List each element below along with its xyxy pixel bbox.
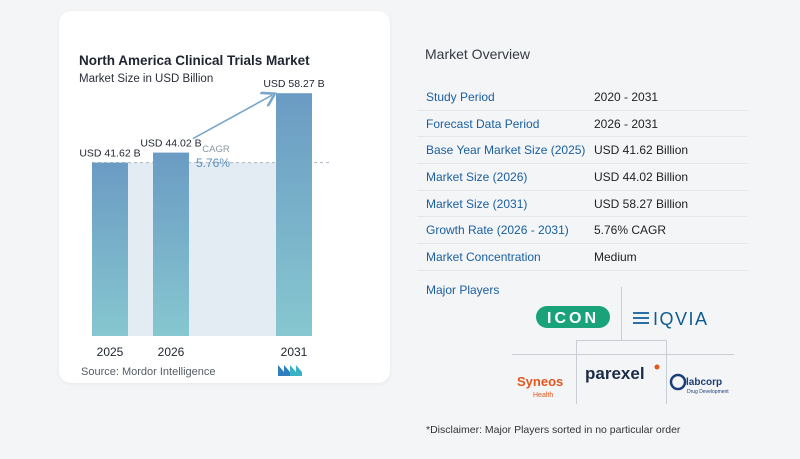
divider [621, 287, 622, 341]
market-overview-panel: Market Overview Study Period 2020 - 2031… [415, 0, 800, 459]
row-value: 5.76% CAGR [594, 223, 667, 238]
row-label: Forecast Data Period [426, 116, 540, 131]
row-value: 2026 - 2031 [594, 116, 659, 131]
table-row: Market Size (2026) USD 44.02 Billion [417, 164, 747, 191]
row-value: USD 58.27 Billion [594, 196, 689, 211]
divider [512, 354, 734, 355]
bar-2026 [153, 152, 189, 336]
chart-title: North America Clinical Trials Market [79, 53, 310, 68]
table-row: Study Period 2020 - 2031 [417, 84, 747, 111]
syneos-logo: Syneos Health [517, 374, 563, 399]
table-row: Growth Rate (2026 - 2031) 5.76% CAGR [417, 217, 747, 245]
tick-label-2026: 2026 [158, 345, 185, 359]
major-players-label: Major Players [426, 283, 500, 297]
mordor-intelligence-logo-icon [278, 365, 302, 376]
tick-label-2025: 2025 [97, 345, 124, 359]
iqvia-logo-text: IQVIA [653, 309, 709, 329]
cagr-value: 5.76% [196, 156, 230, 170]
overview-table: Study Period 2020 - 2031 Forecast Data P… [417, 84, 747, 271]
chart-card: North America Clinical Trials Market Mar… [59, 11, 390, 383]
cagr-label: CAGR [202, 144, 230, 155]
bar-2031 [276, 93, 312, 336]
table-row: Base Year Market Size (2025) USD 41.62 B… [417, 137, 747, 165]
row-value: 2020 - 2031 [594, 90, 659, 104]
bar-2025 [92, 162, 128, 336]
iqvia-logo: IQVIA [633, 309, 709, 329]
table-row: Market Concentration Medium [417, 244, 747, 271]
row-value: USD 41.62 Billion [594, 143, 689, 158]
tick-label-2031: 2031 [281, 345, 308, 359]
chart-subtitle: Market Size in USD Billion [79, 73, 214, 85]
cagr-arrow [192, 95, 272, 140]
data-label-2025: USD 41.62 B [79, 148, 140, 160]
row-value: USD 44.02 Billion [594, 170, 689, 185]
labcorp-logo-text: labcorp [686, 377, 722, 388]
parexel-logo: parexel [585, 364, 660, 383]
parexel-logo-text: parexel [585, 364, 645, 383]
icon-logo: ICON [536, 306, 610, 328]
syneos-logo-subtext: Health [533, 392, 553, 399]
table-row: Market Size (2031) USD 58.27 Billion [417, 191, 747, 218]
row-label: Growth Rate (2026 - 2031) [426, 223, 569, 238]
row-value: Medium [594, 250, 637, 265]
source-text: Source: Mordor Intelligence [81, 366, 216, 378]
bar-chart: USD 41.62 B 2025 USD 44.02 B 2026 USD 58.27 … [79, 78, 331, 359]
divider [576, 340, 577, 404]
icon-logo-text: ICON [547, 310, 599, 327]
labcorp-logo-subtext: Drug Development [687, 389, 729, 395]
overview-title: Market Overview [425, 46, 531, 62]
row-label: Market Size (2031) [426, 196, 528, 211]
base-level-shade [128, 162, 276, 336]
disclaimer-text: *Disclaimer: Major Players sorted in no … [426, 424, 681, 436]
syneos-logo-text: Syneos [517, 374, 563, 389]
row-label: Base Year Market Size (2025) [426, 143, 586, 158]
labcorp-logo: labcorp Drug Development [669, 373, 729, 395]
data-label-2026: USD 44.02 B [140, 138, 201, 150]
table-row: Forecast Data Period 2026 - 2031 [417, 111, 747, 138]
row-label: Market Concentration [426, 250, 541, 265]
data-label-2031: USD 58.27 B [263, 78, 324, 90]
divider [666, 340, 667, 404]
row-label: Market Size (2026) [426, 170, 528, 185]
divider [576, 340, 667, 341]
row-label: Study Period [426, 90, 495, 104]
